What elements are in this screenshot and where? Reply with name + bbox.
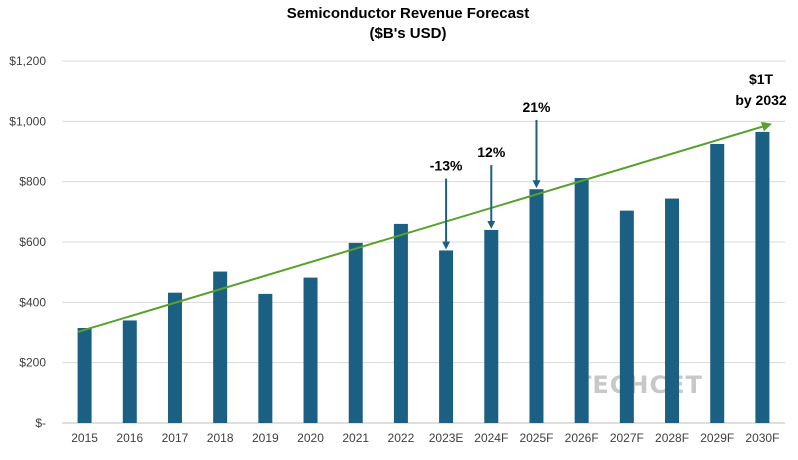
y-tick-label: $800	[19, 175, 46, 189]
x-tick-label: 2021	[342, 431, 369, 445]
x-tick-label: 2030F	[745, 431, 779, 445]
chart-title: Semiconductor Revenue Forecast	[287, 5, 530, 22]
x-tick-label: 2016	[116, 431, 143, 445]
y-tick-label: $1,200	[9, 54, 46, 68]
gridlines	[62, 60, 785, 424]
x-tick-label: 2028F	[655, 431, 689, 445]
bar-2025F	[529, 189, 544, 423]
bars	[77, 131, 770, 424]
x-tick-label: 2025F	[519, 431, 553, 445]
x-tick-label: 2019	[252, 431, 279, 445]
x-tick-label: 2020	[297, 431, 324, 445]
x-tick-label: 2026F	[565, 431, 599, 445]
bar-2030F	[755, 131, 770, 423]
bar-2017	[167, 292, 182, 423]
bar-2023E	[439, 250, 454, 423]
bar-2029F	[710, 143, 725, 424]
techcet-watermark: TECHCET	[575, 371, 703, 399]
x-axis-ticks: 2015 2016 2017 2018 2019 2020 2021 2022 2023E 202…	[71, 431, 779, 445]
bar-2021	[348, 242, 363, 423]
bar-2016	[122, 320, 137, 423]
bar-2019	[258, 293, 273, 423]
y-tick-label: $-	[35, 416, 46, 430]
y-tick-label: $400	[19, 295, 46, 309]
bar-2028F	[665, 198, 680, 423]
bar-2022	[393, 223, 408, 423]
annotation-label: 21%	[522, 99, 551, 115]
x-tick-label: 2017	[162, 431, 189, 445]
x-tick-label: 2029F	[700, 431, 734, 445]
annotations: -13% 12% 21%	[430, 99, 551, 250]
bar-2026F	[574, 178, 589, 423]
bar-2020	[303, 277, 318, 423]
bar-2024F	[484, 229, 499, 423]
bar-2015	[77, 327, 92, 423]
chart-subtitle: ($B's USD)	[370, 25, 447, 42]
trend-label-1t: $1T	[749, 71, 774, 87]
trend-label-year: by 2032	[735, 92, 787, 108]
trend-line	[77, 121, 772, 333]
x-tick-label: 2022	[388, 431, 415, 445]
x-tick-label: 2015	[71, 431, 98, 445]
y-tick-label: $1,000	[9, 114, 46, 128]
y-tick-label: $200	[19, 356, 46, 370]
x-tick-label: 2027F	[610, 431, 644, 445]
x-tick-label: 2024F	[474, 431, 508, 445]
annotation-label: -13%	[430, 158, 463, 174]
annotation-label: 12%	[477, 144, 506, 160]
bar-2018	[213, 271, 228, 423]
y-tick-label: $600	[19, 235, 46, 249]
x-tick-label: 2018	[207, 431, 234, 445]
x-tick-label: 2023E	[429, 431, 464, 445]
bar-2027F	[619, 210, 634, 423]
y-axis-ticks: $- $200 $400 $600 $800 $1,000 $1,200	[9, 54, 46, 430]
